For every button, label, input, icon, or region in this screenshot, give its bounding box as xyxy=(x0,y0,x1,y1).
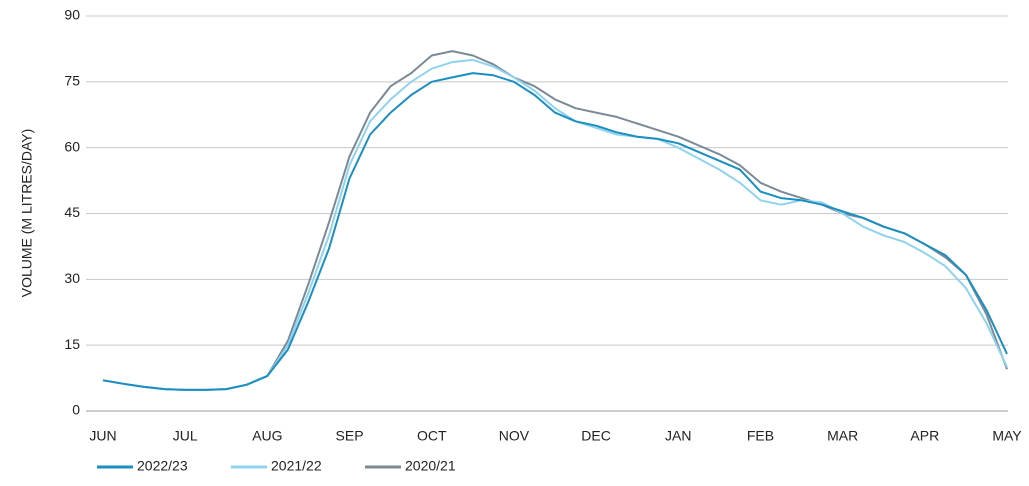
y-tick-label: 0 xyxy=(72,402,80,418)
x-tick-label: JUN xyxy=(89,428,116,444)
x-tick-label: NOV xyxy=(499,428,530,444)
x-tick-label: MAR xyxy=(827,428,858,444)
x-tick-label: MAY xyxy=(992,428,1022,444)
y-tick-label: 45 xyxy=(64,204,80,220)
legend-label: 2022/23 xyxy=(137,458,188,474)
x-tick-label: AUG xyxy=(252,428,282,444)
x-tick-label: JUL xyxy=(173,428,198,444)
x-tick-label: APR xyxy=(910,428,939,444)
x-tick-label: DEC xyxy=(581,428,611,444)
series-line xyxy=(102,72,1008,391)
y-tick-label: 75 xyxy=(64,73,80,89)
y-tick-label: 30 xyxy=(64,270,80,286)
x-tick-label: SEP xyxy=(336,428,364,444)
y-tick-label: 90 xyxy=(64,7,80,23)
series-line xyxy=(102,58,1008,391)
y-tick-label: 60 xyxy=(64,138,80,154)
x-tick-label: FEB xyxy=(747,428,774,444)
y-tick-label: 15 xyxy=(64,336,80,352)
legend-label: 2021/22 xyxy=(271,458,322,474)
x-tick-label: JAN xyxy=(665,428,691,444)
legend-label: 2020/21 xyxy=(405,458,456,474)
x-tick-label: OCT xyxy=(417,428,447,444)
y-axis-label: VOLUME (M LITRES/DAY) xyxy=(19,129,35,298)
